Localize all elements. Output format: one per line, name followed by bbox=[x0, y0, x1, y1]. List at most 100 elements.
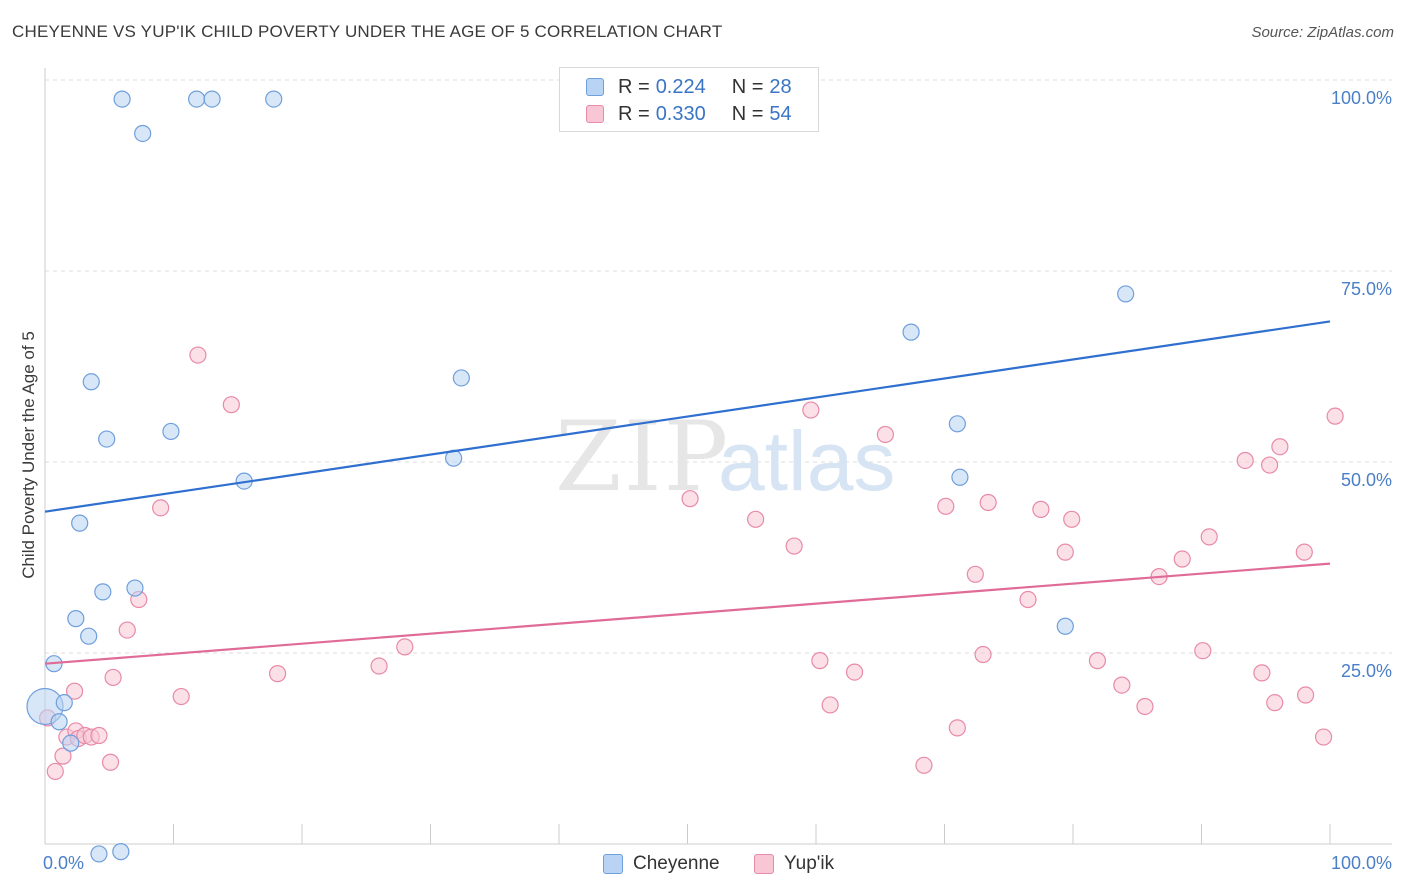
point-cheyenne bbox=[452, 369, 470, 387]
axes bbox=[44, 68, 1392, 845]
point-yupik bbox=[811, 652, 829, 670]
source-credit: Source: ZipAtlas.com bbox=[1251, 24, 1394, 41]
point-cheyenne bbox=[62, 734, 80, 752]
point-cheyenne bbox=[55, 694, 73, 712]
point-cheyenne bbox=[71, 514, 89, 532]
point-cheyenne bbox=[134, 124, 152, 143]
point-yupik bbox=[747, 510, 765, 528]
legend-n-value: 54 bbox=[769, 102, 792, 125]
point-yupik bbox=[90, 726, 108, 745]
legend-r-label: R = bbox=[618, 102, 650, 125]
point-cheyenne bbox=[948, 415, 966, 433]
trend-lines bbox=[44, 320, 1331, 665]
gridlines bbox=[45, 79, 1392, 654]
point-yupik bbox=[1063, 510, 1081, 528]
y-tick-label: 75.0% bbox=[1341, 279, 1392, 299]
point-cheyenne bbox=[50, 713, 68, 731]
tick-labels: 25.0% 50.0% 75.0% 100.0% 0.0% 100.0% bbox=[43, 88, 1392, 873]
legend-n-label: N = bbox=[731, 102, 764, 125]
point-cheyenne bbox=[203, 90, 221, 108]
point-cheyenne bbox=[90, 845, 108, 863]
x-tick-label: 100.0% bbox=[1331, 853, 1392, 873]
point-yupik bbox=[1194, 642, 1212, 660]
point-yupik bbox=[937, 497, 955, 515]
legend-row-yupik: R = 0.330 N = 54 bbox=[586, 102, 792, 126]
chart-title: CHEYENNE VS YUP'IK CHILD POVERTY UNDER T… bbox=[12, 22, 723, 41]
point-yupik bbox=[1314, 728, 1333, 746]
legend-r-label: R = bbox=[618, 75, 650, 98]
y-tick-label: 100.0% bbox=[1331, 88, 1392, 108]
point-cheyenne bbox=[67, 610, 85, 628]
trend-line-yupik bbox=[44, 562, 1331, 665]
point-yupik bbox=[1088, 652, 1107, 670]
point-cheyenne bbox=[112, 843, 130, 861]
point-cheyenne bbox=[162, 422, 180, 441]
point-yupik bbox=[1113, 676, 1131, 694]
point-yupik bbox=[966, 565, 984, 583]
bottom-legend-swatch-cheyenne bbox=[603, 854, 623, 874]
y-tick-label: 25.0% bbox=[1341, 661, 1392, 681]
point-cheyenne bbox=[82, 373, 100, 391]
point-yupik bbox=[785, 537, 803, 555]
point-yupik bbox=[1261, 456, 1279, 474]
point-yupik bbox=[370, 657, 388, 675]
point-yupik bbox=[101, 753, 120, 771]
point-yupik bbox=[54, 747, 72, 765]
data-points bbox=[26, 90, 1344, 863]
bottom-legend-cheyenne: Cheyenne bbox=[603, 852, 720, 876]
x-tick-label: 0.0% bbox=[43, 853, 84, 873]
legend-r-value: 0.224 bbox=[655, 75, 706, 98]
watermark-zip: ZIP bbox=[555, 401, 730, 513]
legend-n-label: N = bbox=[731, 75, 764, 98]
bottom-legend-swatch-yupik bbox=[754, 854, 774, 874]
point-cheyenne bbox=[1117, 285, 1135, 303]
point-yupik bbox=[1295, 543, 1313, 561]
point-cheyenne bbox=[1056, 617, 1074, 635]
point-cheyenne bbox=[265, 90, 283, 108]
legend-swatch-cheyenne bbox=[586, 78, 604, 96]
point-yupik bbox=[821, 696, 839, 714]
point-cheyenne bbox=[902, 323, 920, 341]
point-yupik bbox=[915, 756, 933, 774]
point-cheyenne bbox=[951, 468, 969, 486]
point-cheyenne bbox=[113, 90, 131, 108]
point-cheyenne bbox=[188, 90, 206, 108]
point-yupik bbox=[1200, 528, 1218, 546]
point-yupik bbox=[104, 668, 122, 687]
bottom-legend-label-cheyenne: Cheyenne bbox=[633, 853, 720, 874]
legend-r-value: 0.330 bbox=[655, 102, 706, 125]
point-yupik bbox=[1173, 550, 1191, 568]
point-yupik bbox=[152, 499, 170, 517]
legend-row-cheyenne: R = 0.224 N = 28 bbox=[586, 75, 792, 99]
point-yupik bbox=[681, 490, 699, 508]
point-yupik bbox=[876, 425, 894, 444]
point-yupik bbox=[1271, 438, 1289, 456]
point-cheyenne bbox=[98, 430, 116, 448]
point-yupik bbox=[1019, 590, 1037, 609]
point-yupik bbox=[1236, 451, 1254, 470]
point-yupik bbox=[222, 396, 240, 414]
point-yupik bbox=[1326, 407, 1344, 425]
point-yupik bbox=[802, 401, 820, 419]
trend-line-cheyenne bbox=[44, 320, 1331, 513]
point-yupik bbox=[948, 719, 966, 737]
point-yupik bbox=[65, 682, 84, 700]
legend-n-value: 28 bbox=[769, 75, 792, 98]
legend: R = 0.224 N = 28 R = 0.330 N = 54 bbox=[559, 67, 819, 132]
point-yupik bbox=[1253, 664, 1271, 682]
point-yupik bbox=[974, 645, 992, 664]
point-yupik bbox=[845, 663, 864, 681]
point-yupik bbox=[1266, 694, 1284, 712]
point-yupik bbox=[118, 621, 136, 639]
point-cheyenne bbox=[94, 583, 112, 601]
legend-swatch-yupik bbox=[586, 105, 604, 123]
bottom-legend-label-yupik: Yup'ik bbox=[784, 853, 835, 874]
y-tick-label: 50.0% bbox=[1341, 470, 1392, 490]
point-yupik bbox=[1136, 697, 1154, 716]
watermark-atlas: atlas bbox=[718, 414, 895, 508]
point-yupik bbox=[189, 346, 207, 364]
point-yupik bbox=[979, 493, 997, 512]
point-yupik bbox=[1032, 500, 1050, 518]
point-yupik bbox=[172, 687, 190, 706]
